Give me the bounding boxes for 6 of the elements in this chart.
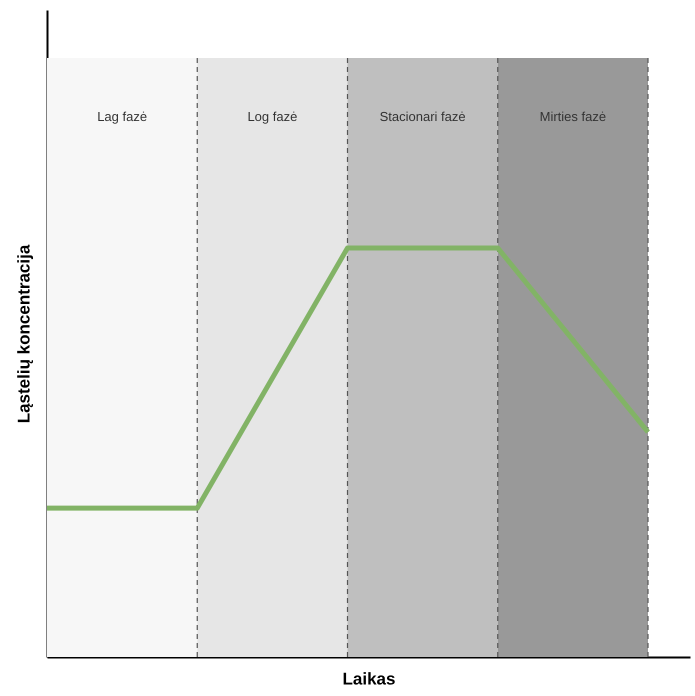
text: Stacionari fazė	[380, 109, 466, 124]
text: Log fazė	[247, 109, 298, 124]
text: Lag fazė	[97, 109, 148, 124]
text: Mirties fazė	[540, 109, 606, 124]
y-axis-title: Ląstelių koncentracija	[14, 244, 34, 424]
x-axis-title: Laikas	[342, 670, 396, 688]
